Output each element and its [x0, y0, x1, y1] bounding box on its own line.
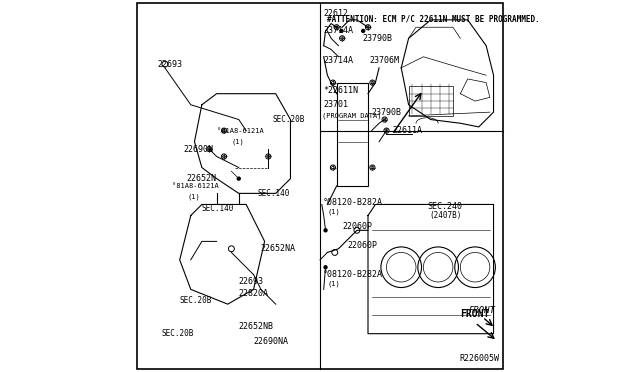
Text: 22652N: 22652N — [187, 174, 216, 183]
Text: SEC.140: SEC.140 — [257, 189, 290, 198]
Text: °81A8-6121A: °81A8-6121A — [216, 128, 264, 134]
Text: SEC.20B: SEC.20B — [180, 296, 212, 305]
Text: 22060P: 22060P — [348, 241, 378, 250]
Text: 23714A: 23714A — [323, 56, 353, 65]
Text: 22820A: 22820A — [239, 289, 269, 298]
Circle shape — [324, 229, 327, 232]
Text: 22612: 22612 — [324, 9, 349, 18]
Text: 22690NA: 22690NA — [253, 337, 289, 346]
Circle shape — [237, 177, 240, 180]
Bar — [337, 83, 368, 186]
Text: °08120-B282A: °08120-B282A — [323, 270, 383, 279]
Text: 23790B: 23790B — [372, 108, 402, 117]
Text: SEC.20B: SEC.20B — [272, 115, 305, 124]
Text: 22690N: 22690N — [184, 145, 213, 154]
Text: FRONT: FRONT — [468, 306, 495, 315]
Text: 22652NB: 22652NB — [239, 322, 274, 331]
Text: 23706M: 23706M — [370, 56, 400, 65]
Text: 23714A: 23714A — [324, 26, 354, 35]
Circle shape — [340, 29, 343, 32]
Text: SEC.140: SEC.140 — [202, 203, 234, 213]
Text: SEC.20B: SEC.20B — [161, 329, 194, 338]
Text: 22693: 22693 — [239, 278, 264, 286]
Text: R226005W: R226005W — [459, 354, 499, 363]
Text: °81A8-6121A: °81A8-6121A — [172, 183, 219, 189]
Text: (1): (1) — [328, 280, 340, 287]
Text: FRONT: FRONT — [460, 309, 490, 319]
Circle shape — [324, 266, 327, 269]
Text: °08120-B282A: °08120-B282A — [323, 198, 383, 207]
Text: (1): (1) — [232, 138, 244, 145]
Text: (2407B): (2407B) — [429, 211, 461, 220]
Text: (1): (1) — [328, 209, 340, 215]
Text: 23701: 23701 — [323, 100, 348, 109]
Text: 22060P: 22060P — [342, 222, 372, 231]
Text: (PROGRAM DATA): (PROGRAM DATA) — [322, 113, 381, 119]
Text: *22611N: *22611N — [323, 86, 358, 94]
Text: 22652NA: 22652NA — [261, 244, 296, 253]
Bar — [408, 86, 453, 116]
Text: #ATTENTION: ECM P/C 22611N MUST BE PROGRAMMED.: #ATTENTION: ECM P/C 22611N MUST BE PROGR… — [328, 14, 540, 23]
Text: 22611A: 22611A — [392, 126, 422, 135]
Text: 22693: 22693 — [157, 60, 182, 69]
Text: SEC.240: SEC.240 — [427, 202, 462, 211]
Text: 23790B: 23790B — [362, 34, 392, 43]
Circle shape — [362, 29, 365, 32]
Text: (1): (1) — [187, 194, 200, 201]
